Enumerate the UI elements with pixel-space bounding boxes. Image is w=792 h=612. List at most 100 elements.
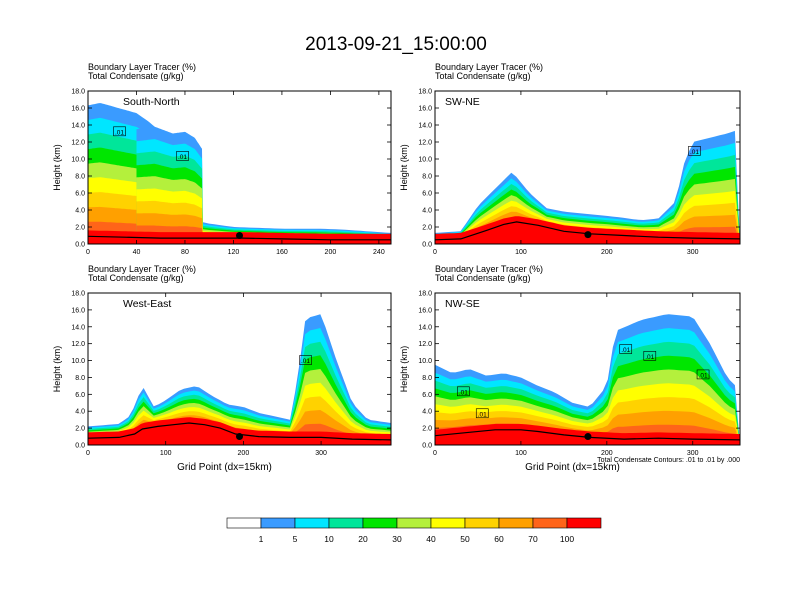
panel-4: Boundary Layer Tracer (%)Total Condensat… <box>399 264 741 473</box>
terrain-fill <box>88 423 391 445</box>
x-axis-label: Grid Point (dx=15km) <box>177 462 272 473</box>
x-tick-label: 80 <box>181 249 189 256</box>
x-tick-label: 40 <box>133 249 141 256</box>
contour-label: .01 <box>115 129 124 136</box>
terrain-line <box>435 429 740 441</box>
colorbar-box <box>294 517 330 529</box>
x-tick-label: 100 <box>160 450 172 457</box>
contour-label: .01 <box>645 354 654 361</box>
y-tick-label: 0.0 <box>75 242 85 249</box>
colorbar-box <box>532 517 568 529</box>
panel-title-line1: Boundary Layer Tracer (%) <box>88 264 196 274</box>
y-tick-label: 12.0 <box>71 140 85 147</box>
y-tick-label: 4.0 <box>75 208 85 215</box>
panel-title-line2: Total Condensate (g/kg) <box>435 71 531 81</box>
colorbar-label: 60 <box>494 534 504 544</box>
panel-title-line1: Boundary Layer Tracer (%) <box>435 62 543 72</box>
y-tick-label: 18.0 <box>418 291 432 298</box>
colorbar: 1 5 10 20 30 40 50 60 70 100 <box>226 517 602 544</box>
y-tick-label: 16.0 <box>71 106 85 113</box>
x-tick-label: 200 <box>601 450 613 457</box>
location-marker <box>236 232 243 239</box>
terrain-line <box>435 221 740 241</box>
x-tick-label: 200 <box>238 450 250 457</box>
x-tick-label: 0 <box>433 249 437 256</box>
x-tick-label: 200 <box>325 249 337 256</box>
panel-label: SW-NE <box>445 96 480 108</box>
x-tick-label: 0 <box>86 450 90 457</box>
contour-label: .01 <box>478 411 487 418</box>
x-tick-label: 240 <box>373 249 385 256</box>
terrain-line <box>88 235 391 241</box>
y-tick-label: 18.0 <box>418 89 432 96</box>
colorbar-box <box>226 517 262 529</box>
plot-frame <box>434 90 741 245</box>
y-tick-label: 18.0 <box>71 291 85 298</box>
contour-label-box <box>696 369 710 380</box>
colorbar-box <box>430 517 466 529</box>
x-tick-label: 0 <box>433 450 437 457</box>
y-tick-label: 10.0 <box>418 157 432 164</box>
y-tick-label: 2.0 <box>75 426 85 433</box>
y-tick-label: 2.0 <box>422 426 432 433</box>
y-axis-label: Height (km) <box>52 346 62 393</box>
contour-note: Total Condensate Contours: .01 to .01 by… <box>597 457 740 464</box>
colorbar-box <box>396 517 432 529</box>
contour-label: .01 <box>621 347 630 354</box>
colorbar-label: 20 <box>358 534 368 544</box>
y-tick-label: 8.0 <box>75 375 85 382</box>
y-tick-label: 8.0 <box>422 174 432 181</box>
terrain-line <box>88 422 391 441</box>
contour-label: .01 <box>699 372 708 379</box>
panel-label: West-East <box>123 298 171 310</box>
contour-label-box <box>176 151 189 161</box>
plot-frame <box>87 292 392 446</box>
y-tick-label: 0.0 <box>75 443 85 450</box>
plot-frame <box>434 292 741 446</box>
y-tick-label: 10.0 <box>418 358 432 365</box>
contour-label-box <box>457 386 470 397</box>
panel-label: NW-SE <box>445 298 480 310</box>
contour-label: .01 <box>301 358 310 365</box>
y-tick-label: 16.0 <box>418 307 432 314</box>
panel-title-line1: Boundary Layer Tracer (%) <box>88 62 196 72</box>
panels: Boundary Layer Tracer (%)Total Condensat… <box>52 62 741 473</box>
colorbar-box <box>566 517 602 529</box>
y-tick-label: 14.0 <box>71 324 85 331</box>
colorbar-box <box>498 517 534 529</box>
y-tick-label: 16.0 <box>71 307 85 314</box>
x-tick-label: 120 <box>228 249 240 256</box>
x-tick-label: 160 <box>276 249 288 256</box>
contour-label: .01 <box>178 154 187 161</box>
plot-frame <box>87 90 392 245</box>
colorbar-box <box>260 517 296 529</box>
location-marker <box>584 433 592 441</box>
plot-area: .01 <box>88 314 391 445</box>
y-tick-label: 12.0 <box>71 341 85 348</box>
panel-2: Boundary Layer Tracer (%)Total Condensat… <box>399 62 741 256</box>
y-tick-label: 10.0 <box>71 157 85 164</box>
contour-label-box <box>475 408 489 419</box>
y-tick-label: 14.0 <box>418 324 432 331</box>
y-tick-label: 10.0 <box>71 358 85 365</box>
y-tick-label: 14.0 <box>71 123 85 130</box>
x-tick-label: 300 <box>315 450 327 457</box>
y-axis-label: Height (km) <box>399 144 409 191</box>
y-tick-label: 8.0 <box>75 174 85 181</box>
panel-label: South-North <box>123 96 180 108</box>
y-tick-label: 2.0 <box>422 225 432 232</box>
colorbar-boxes <box>226 517 602 529</box>
colorbar-labels: 1 5 10 20 30 40 50 60 70 100 <box>259 534 575 544</box>
colorbar-label: 40 <box>426 534 436 544</box>
panel-title-line2: Total Condensate (g/kg) <box>435 273 531 283</box>
colorbar-box <box>328 517 364 529</box>
y-axis-label: Height (km) <box>52 144 62 191</box>
y-tick-label: 6.0 <box>422 191 432 198</box>
y-axis-label: Height (km) <box>399 346 409 393</box>
colorbar-label: 100 <box>560 534 574 544</box>
y-tick-label: 6.0 <box>75 191 85 198</box>
figure-title: 2013-09-21_15:00:00 <box>305 34 487 55</box>
x-tick-label: 0 <box>86 249 90 256</box>
colorbar-label: 50 <box>460 534 470 544</box>
